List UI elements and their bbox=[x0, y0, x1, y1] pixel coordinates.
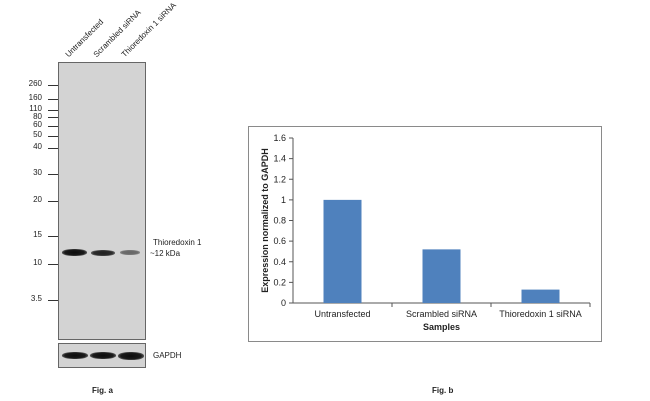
y-tick-label: 0.8 bbox=[273, 216, 286, 226]
mw-tick bbox=[48, 300, 58, 301]
x-tick-label: Untransfected bbox=[314, 309, 370, 319]
mw-tick bbox=[48, 117, 58, 118]
gapdh-band-untransfected bbox=[62, 352, 88, 359]
mw-label: 50 bbox=[33, 130, 42, 139]
bar bbox=[422, 249, 461, 303]
y-tick-label: 0.6 bbox=[273, 236, 286, 246]
x-tick-label: Scrambled siRNA bbox=[406, 309, 477, 319]
mw-tick bbox=[48, 201, 58, 202]
band-untransfected bbox=[62, 249, 87, 256]
mw-tick bbox=[48, 99, 58, 100]
mw-label: 110 bbox=[29, 104, 42, 113]
band-thioredoxin-sirna bbox=[120, 250, 140, 255]
y-tick-label: 1.2 bbox=[273, 174, 286, 184]
band-label-size: ~12 kDa bbox=[150, 249, 181, 258]
bar bbox=[521, 289, 560, 303]
mw-tick bbox=[48, 174, 58, 175]
x-axis-title: Samples bbox=[423, 322, 460, 332]
y-tick-label: 1 bbox=[281, 195, 286, 205]
gapdh-band-thioredoxin-sirna bbox=[118, 352, 144, 360]
mw-label: 260 bbox=[28, 79, 42, 88]
mw-tick bbox=[48, 136, 58, 137]
y-tick-label: 1.6 bbox=[273, 133, 286, 143]
y-tick-label: 0 bbox=[281, 298, 286, 308]
mw-tick bbox=[48, 236, 58, 237]
mw-tick bbox=[48, 264, 58, 265]
loading-control-label: GAPDH bbox=[153, 351, 182, 360]
loading-control-membrane bbox=[58, 343, 146, 368]
x-tick-label: Thioredoxin 1 siRNA bbox=[499, 309, 582, 319]
mw-label: 10 bbox=[33, 258, 42, 267]
mw-label: 15 bbox=[33, 230, 42, 239]
mw-label: 3.5 bbox=[30, 294, 42, 303]
mw-label: 40 bbox=[33, 142, 42, 151]
bar bbox=[323, 199, 362, 303]
bar-chart-frame bbox=[248, 126, 602, 342]
mw-tick bbox=[48, 110, 58, 111]
mw-tick bbox=[48, 126, 58, 127]
mw-label: 30 bbox=[33, 168, 42, 177]
gapdh-band-scrambled bbox=[90, 352, 116, 359]
y-axis-title: Expression normalized to GAPDH bbox=[260, 148, 270, 293]
mw-label: 80 bbox=[33, 112, 42, 121]
y-tick-label: 0.2 bbox=[273, 277, 286, 287]
mw-label: 160 bbox=[28, 93, 42, 102]
figure-a-caption: Fig. a bbox=[92, 386, 113, 395]
band-label-protein: Thioredoxin 1 bbox=[153, 238, 202, 247]
y-tick-label: 0.4 bbox=[273, 257, 286, 267]
mw-label: 20 bbox=[33, 195, 42, 204]
mw-tick bbox=[48, 85, 58, 86]
blot-membrane bbox=[58, 62, 146, 340]
mw-label: 60 bbox=[33, 120, 42, 129]
figure-b-caption: Fig. b bbox=[432, 386, 454, 395]
y-tick-label: 1.4 bbox=[273, 154, 286, 164]
mw-tick bbox=[48, 148, 58, 149]
band-scrambled bbox=[91, 250, 115, 256]
